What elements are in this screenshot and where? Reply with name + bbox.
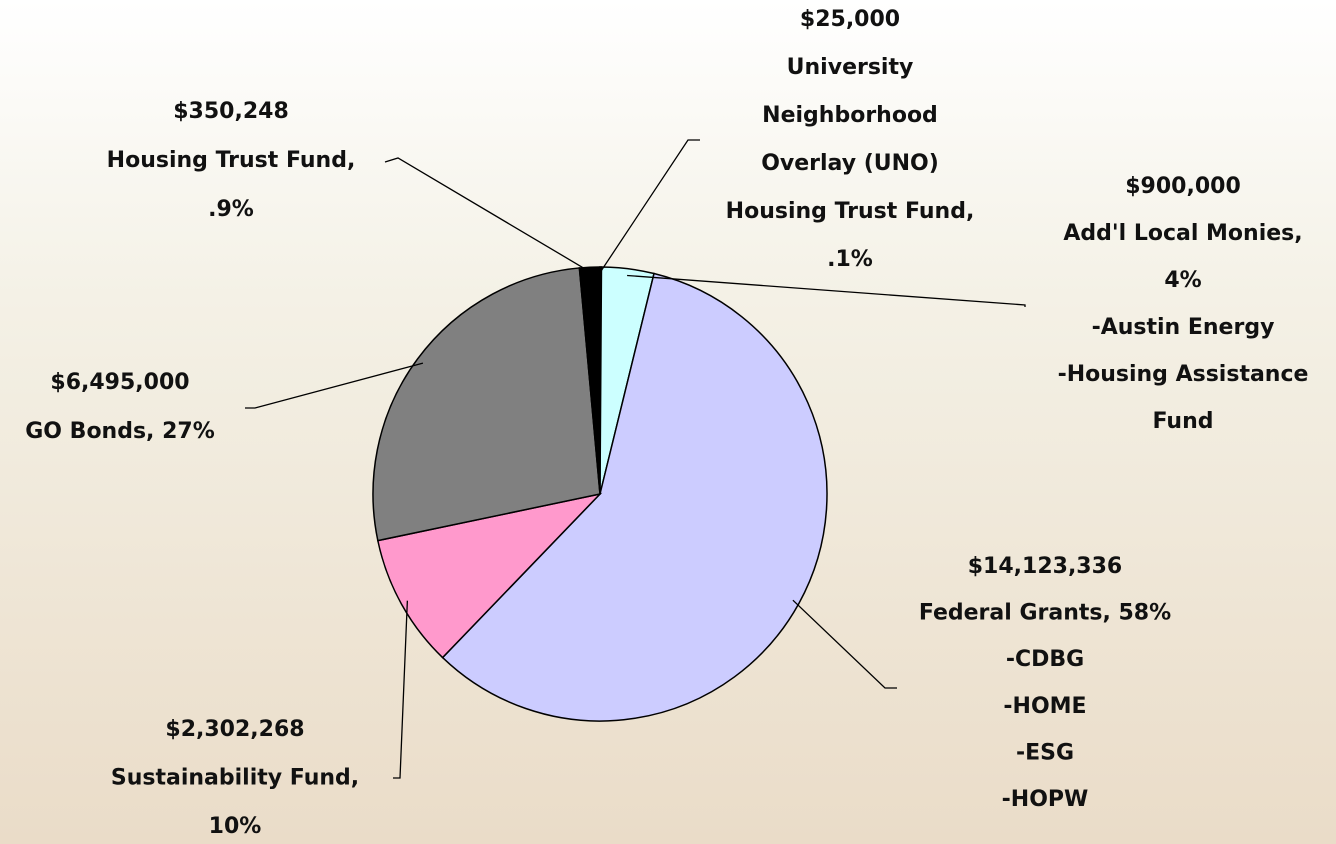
value-label: $14,123,336 xyxy=(968,554,1122,579)
slice-label: .1% xyxy=(827,247,873,272)
slice-label: -CDBG xyxy=(1006,647,1084,672)
slice-label: -Austin Energy xyxy=(1092,315,1275,340)
pie-slice xyxy=(372,267,601,542)
slice-label: -Housing Assistance xyxy=(1058,362,1309,387)
slice-label: Sustainability Fund, xyxy=(111,766,359,791)
leader-line xyxy=(384,157,591,273)
leader-line xyxy=(627,274,1026,307)
value-label: $6,495,000 xyxy=(50,370,189,395)
slice-label: 10% xyxy=(209,814,262,839)
slice-label: Housing Trust Fund, xyxy=(107,148,356,173)
slice-label: Federal Grants, 58% xyxy=(919,601,1171,626)
slice-label: -HOME xyxy=(1003,694,1086,719)
slice-label: .9% xyxy=(208,197,254,222)
slice-label: -HOPW xyxy=(1002,787,1089,812)
value-label: $350,248 xyxy=(173,99,289,124)
pie-slice xyxy=(441,272,828,722)
pie-slice xyxy=(578,266,601,495)
slice-label: 4% xyxy=(1164,268,1201,293)
slice-label: Overlay (UNO) xyxy=(761,151,939,176)
slice-label: -ESG xyxy=(1016,740,1074,765)
value-label: $900,000 xyxy=(1125,174,1241,199)
slice-label: University xyxy=(787,55,914,80)
leader-line xyxy=(600,139,700,272)
value-label: $25,000 xyxy=(800,7,900,32)
slice-label: Neighborhood xyxy=(762,103,938,128)
slice-label: GO Bonds, 27% xyxy=(25,419,214,444)
pie-slice xyxy=(376,492,603,659)
leader-line xyxy=(792,599,897,689)
slice-label: Housing Trust Fund, xyxy=(726,199,975,224)
value-label: $2,302,268 xyxy=(165,717,304,742)
leader-line xyxy=(245,362,424,409)
slice-label: Add'l Local Monies, xyxy=(1063,221,1302,246)
slice-label: Fund xyxy=(1152,409,1213,434)
leader-line xyxy=(393,600,409,779)
